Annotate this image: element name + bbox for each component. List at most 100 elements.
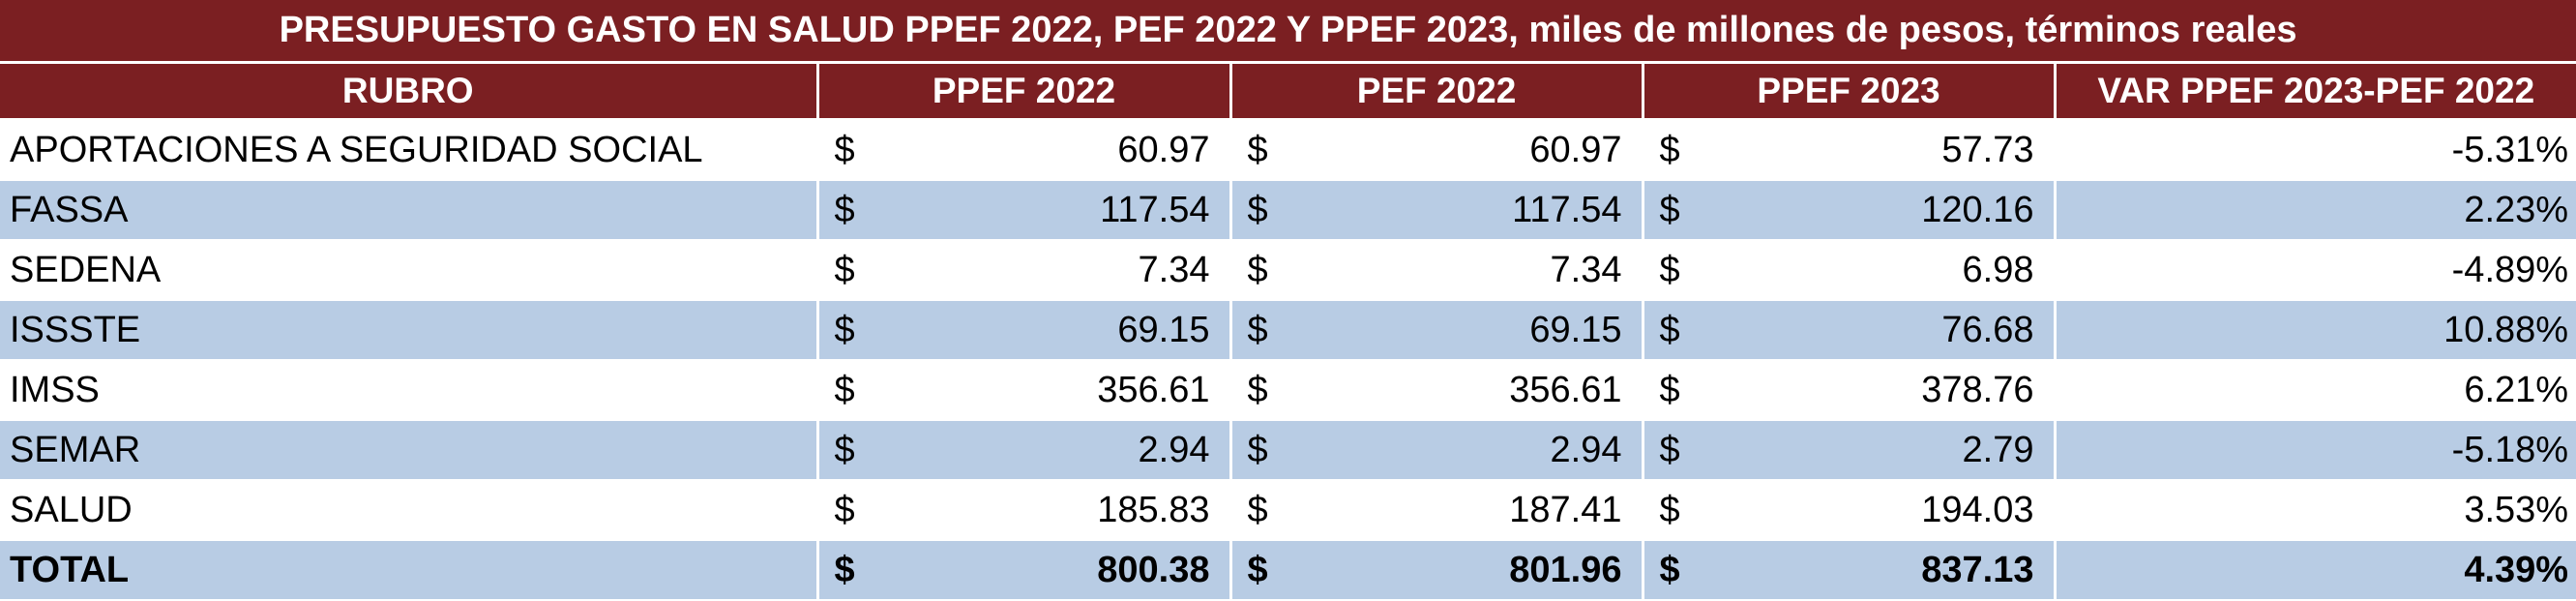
pef-2022-cell: $ 7.34	[1229, 240, 1643, 301]
variation-cell: 3.53%	[2053, 480, 2576, 541]
amount-value: 2.94	[1138, 429, 1210, 470]
ppef-2023-cell: $ 837.13	[1641, 540, 2055, 601]
variation-cell: 4.39%	[2053, 540, 2576, 601]
amount-value: 2.79	[1962, 429, 2034, 470]
rubro-cell: SEDENA	[0, 240, 817, 301]
ppef-2022-cell: $ 69.15	[815, 300, 1230, 361]
currency-symbol: $	[1659, 309, 1680, 350]
amount-value: 185.83	[1097, 489, 1210, 530]
ppef-2022-cell: $ 7.34	[815, 240, 1230, 301]
table-row: FASSA $ 117.54 $ 117.54 $ 120.16 2.23%	[0, 180, 2576, 241]
ppef-2022-cell: $ 60.97	[815, 119, 1230, 181]
amount-value: 117.54	[1512, 189, 1622, 230]
pef-2022-cell: $ 356.61	[1229, 360, 1643, 421]
currency-symbol: $	[1247, 369, 1268, 410]
rubro-cell: APORTACIONES A SEGURIDAD SOCIAL	[0, 119, 817, 181]
amount-value: 60.97	[1117, 129, 1210, 170]
ppef-2023-cell: $ 76.68	[1641, 300, 2055, 361]
ppef-2023-cell: $ 57.73	[1641, 119, 2055, 181]
table-row: SEMAR $ 2.94 $ 2.94 $ 2.79 -5.18%	[0, 420, 2576, 481]
amount-value: 69.15	[1117, 309, 1210, 350]
variation-cell: -5.31%	[2053, 119, 2576, 181]
currency-symbol: $	[1659, 489, 1680, 530]
amount-value: 76.68	[1941, 309, 2034, 350]
ppef-2022-cell: $ 800.38	[815, 540, 1230, 601]
rubro-cell: FASSA	[0, 180, 817, 241]
amount-value: 356.61	[1097, 369, 1210, 410]
pef-2022-cell: $ 187.41	[1229, 480, 1643, 541]
currency-symbol: $	[834, 369, 855, 410]
currency-symbol: $	[1659, 189, 1680, 230]
table-row: IMSS $ 356.61 $ 356.61 $ 378.76 6.21%	[0, 360, 2576, 421]
amount-value: 356.61	[1509, 369, 1622, 410]
currency-symbol: $	[1659, 429, 1680, 470]
amount-value: 2.94	[1550, 429, 1622, 470]
currency-symbol: $	[834, 249, 855, 290]
currency-symbol: $	[834, 489, 855, 530]
column-header-pef-2022: PEF 2022	[1229, 62, 1643, 121]
currency-symbol: $	[1659, 129, 1680, 170]
variation-cell: 6.21%	[2053, 360, 2576, 421]
table-row: SEDENA $ 7.34 $ 7.34 $ 6.98 -4.89%	[0, 240, 2576, 301]
column-header-var: VAR PPEF 2023-PEF 2022	[2053, 62, 2576, 121]
ppef-2023-cell: $ 120.16	[1641, 180, 2055, 241]
currency-symbol: $	[1247, 249, 1268, 290]
currency-symbol: $	[1659, 369, 1680, 410]
column-header-ppef-2023: PPEF 2023	[1641, 62, 2055, 121]
currency-symbol: $	[1247, 309, 1268, 350]
rubro-cell: IMSS	[0, 360, 817, 421]
variation-cell: -4.89%	[2053, 240, 2576, 301]
pef-2022-cell: $ 69.15	[1229, 300, 1643, 361]
variation-cell: -5.18%	[2053, 420, 2576, 481]
currency-symbol: $	[1247, 489, 1268, 530]
total-row: TOTAL $ 800.38 $ 801.96 $ 837.13 4.39%	[0, 540, 2576, 601]
amount-value: 187.41	[1509, 489, 1622, 530]
column-header-rubro: RUBRO	[0, 62, 817, 121]
amount-value: 117.54	[1100, 189, 1210, 230]
currency-symbol: $	[1659, 549, 1680, 590]
ppef-2022-cell: $ 185.83	[815, 480, 1230, 541]
amount-value: 801.96	[1509, 549, 1622, 590]
currency-symbol: $	[1247, 129, 1268, 170]
ppef-2023-cell: $ 194.03	[1641, 480, 2055, 541]
table-row: APORTACIONES A SEGURIDAD SOCIAL $ 60.97 …	[0, 119, 2576, 181]
pef-2022-cell: $ 2.94	[1229, 420, 1643, 481]
rubro-cell: ISSSTE	[0, 300, 817, 361]
variation-cell: 2.23%	[2053, 180, 2576, 241]
rubro-cell: SEMAR	[0, 420, 817, 481]
amount-value: 194.03	[1921, 489, 2034, 530]
rubro-cell: TOTAL	[0, 540, 817, 601]
table-title: PRESUPUESTO GASTO EN SALUD PPEF 2022, PE…	[0, 0, 2576, 64]
currency-symbol: $	[1247, 429, 1268, 470]
ppef-2023-cell: $ 378.76	[1641, 360, 2055, 421]
amount-value: 60.97	[1529, 129, 1622, 170]
amount-value: 69.15	[1529, 309, 1622, 350]
pef-2022-cell: $ 117.54	[1229, 180, 1643, 241]
currency-symbol: $	[1247, 549, 1268, 590]
amount-value: 120.16	[1921, 189, 2034, 230]
amount-value: 7.34	[1550, 249, 1622, 290]
amount-value: 837.13	[1921, 549, 2034, 590]
currency-symbol: $	[834, 129, 855, 170]
ppef-2022-cell: $ 117.54	[815, 180, 1230, 241]
amount-value: 6.98	[1962, 249, 2034, 290]
amount-value: 800.38	[1097, 549, 1210, 590]
ppef-2023-cell: $ 6.98	[1641, 240, 2055, 301]
table-title-row: PRESUPUESTO GASTO EN SALUD PPEF 2022, PE…	[0, 0, 2576, 64]
variation-cell: 10.88%	[2053, 300, 2576, 361]
ppef-2022-cell: $ 2.94	[815, 420, 1230, 481]
currency-symbol: $	[834, 189, 855, 230]
amount-value: 57.73	[1941, 129, 2034, 170]
currency-symbol: $	[834, 429, 855, 470]
currency-symbol: $	[834, 549, 855, 590]
amount-value: 7.34	[1138, 249, 1210, 290]
pef-2022-cell: $ 801.96	[1229, 540, 1643, 601]
table-row: SALUD $ 185.83 $ 187.41 $ 194.03 3.53%	[0, 480, 2576, 541]
rubro-cell: SALUD	[0, 480, 817, 541]
pef-2022-cell: $ 60.97	[1229, 119, 1643, 181]
column-header-ppef-2022: PPEF 2022	[815, 62, 1230, 121]
ppef-2022-cell: $ 356.61	[815, 360, 1230, 421]
currency-symbol: $	[1247, 189, 1268, 230]
